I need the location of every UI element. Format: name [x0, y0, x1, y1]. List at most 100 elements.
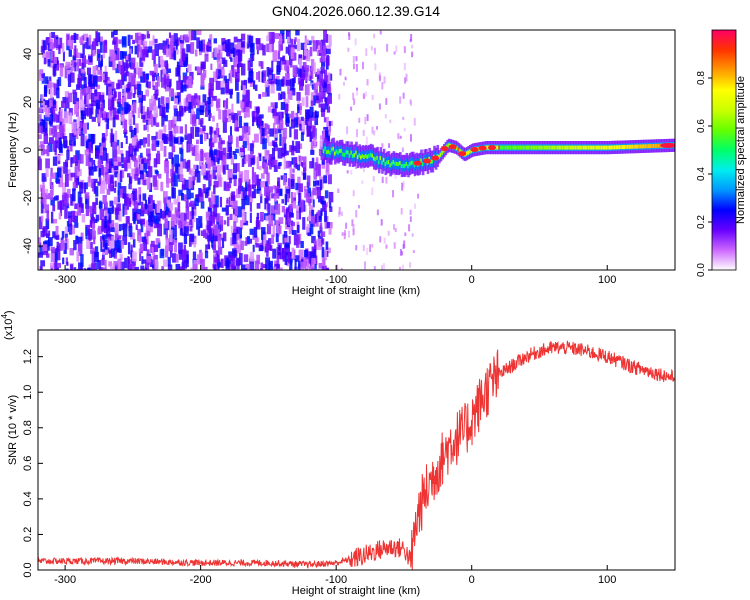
- ridge-cell: [407, 164, 410, 169]
- spectrogram-cell: [41, 215, 44, 222]
- spectrogram-cell: [79, 36, 83, 43]
- spectrogram-cell: [293, 39, 296, 45]
- spectrogram-cell: [179, 126, 184, 134]
- spectrogram-cell: [113, 88, 116, 99]
- spectrogram-cell: [198, 216, 203, 228]
- ridge-cell: [628, 144, 631, 149]
- spectrogram-cell: [409, 216, 412, 223]
- spectrogram-cell: [300, 116, 304, 121]
- spectrogram-cell: [80, 254, 84, 267]
- ridge-cell: [579, 145, 582, 150]
- spectrogram-cell: [160, 181, 164, 192]
- spectrogram-cell: [320, 196, 325, 204]
- spectrogram-cell: [85, 269, 88, 270]
- spectrogram-cell: [305, 50, 311, 62]
- spectrogram-cell: [74, 45, 77, 59]
- spectrogram-cell: [67, 39, 72, 47]
- spectrogram-cell: [179, 105, 184, 117]
- spectrogram-cell: [255, 38, 261, 45]
- spectrogram-cell: [99, 146, 103, 156]
- spectrogram-cell: [228, 135, 233, 143]
- ridge-peak: [448, 144, 457, 150]
- spectrogram-cell: [281, 205, 285, 213]
- spectrogram-cell: [65, 268, 69, 270]
- spectrogram-cell: [312, 125, 316, 138]
- spectrogram-cell: [42, 101, 48, 113]
- spectrogram-cell: [191, 108, 194, 115]
- spectrogram-cell: [324, 210, 327, 222]
- spectrogram-cell: [248, 71, 254, 83]
- ridge-cell: [400, 164, 403, 169]
- spectrogram-cell: [211, 101, 214, 107]
- y-tick-label: 0: [22, 147, 34, 153]
- ridge-peak: [440, 146, 449, 152]
- spectrogram-cell: [109, 200, 114, 207]
- ridge-cell: [377, 160, 380, 165]
- spectrogram-cell: [174, 207, 179, 220]
- spectrogram-x-axis-label: Height of straight line (km): [292, 285, 420, 297]
- spectrogram-cell: [320, 67, 325, 74]
- spectrogram-cell: [91, 223, 95, 231]
- spectrogram-cell: [141, 201, 144, 209]
- spectrogram-cell: [265, 257, 271, 270]
- spectrogram-cell: [253, 133, 259, 143]
- ridge-cell: [615, 145, 618, 150]
- spectrogram-cell: [112, 263, 116, 270]
- spectrogram-cell: [277, 127, 282, 134]
- spectrogram-cell: [317, 45, 321, 51]
- spectrogram-cell: [76, 52, 82, 59]
- spectrogram-cell: [77, 168, 82, 177]
- ridge-cell: [600, 145, 603, 150]
- spectrogram-cell: [223, 147, 227, 158]
- spectrogram-cell: [239, 227, 243, 238]
- y-tick-label: 0.2: [22, 527, 34, 542]
- ridge-cell: [576, 145, 579, 150]
- spectrogram-cell: [76, 123, 82, 131]
- spectrogram-cell: [237, 185, 241, 195]
- spectrogram-cell: [88, 264, 93, 270]
- spectrogram-cell: [188, 101, 192, 113]
- spectrogram-cell: [244, 169, 250, 182]
- spectrogram-cell: [313, 180, 317, 187]
- spectrogram-cell: [186, 44, 192, 53]
- spectrogram-cell: [264, 149, 270, 160]
- spectrogram-cell: [84, 149, 89, 156]
- spectrogram-cell: [103, 71, 108, 83]
- spectrogram-cell: [248, 154, 252, 167]
- spectrogram-cell: [247, 100, 252, 109]
- spectrogram-cell: [247, 184, 252, 191]
- spectrogram-cell: [62, 257, 65, 265]
- spectrogram-cell: [118, 208, 122, 222]
- spectrogram-cell: [192, 264, 198, 270]
- spectrogram-cell: [295, 30, 300, 36]
- spectrogram-cell: [399, 135, 402, 139]
- spectrogram-cell: [298, 68, 302, 77]
- spectrogram-cell: [128, 223, 133, 228]
- spectrogram-cell: [105, 123, 108, 137]
- spectrogram-cell: [316, 238, 322, 251]
- spectrogram-cell: [321, 247, 325, 258]
- spectrogram-cell: [168, 32, 172, 39]
- spectrogram-cell: [86, 236, 91, 249]
- spectrogram-cell: [323, 175, 328, 184]
- spectrogram-cell: [138, 155, 144, 168]
- ridge-cell: [381, 160, 384, 165]
- spectrogram-cell: [223, 232, 227, 242]
- spectrogram-cell: [220, 219, 224, 231]
- spectrogram-cell: [177, 80, 181, 90]
- spectrogram-cell: [260, 180, 266, 188]
- spectrogram-cell: [260, 61, 264, 69]
- spectrogram-cell: [113, 30, 118, 36]
- spectrogram-cell: [166, 38, 169, 47]
- spectrogram-cell: [298, 183, 303, 193]
- ridge-cell: [511, 145, 514, 150]
- spectrogram-cell: [132, 188, 138, 201]
- spectrogram-cell: [99, 94, 105, 103]
- spectrogram-cell: [316, 68, 320, 75]
- spectrogram-cell: [119, 188, 123, 198]
- spectrogram-cell: [252, 172, 257, 183]
- spectrogram-cell: [65, 233, 68, 238]
- ridge-cell: [597, 145, 600, 150]
- spectrogram-cell: [130, 264, 136, 270]
- spectrogram-cell: [188, 234, 192, 247]
